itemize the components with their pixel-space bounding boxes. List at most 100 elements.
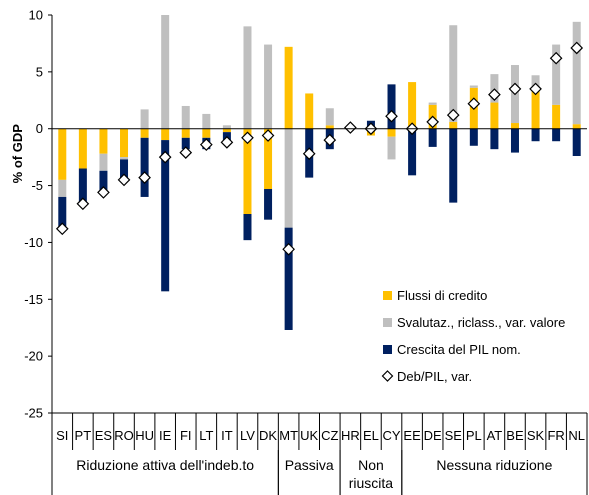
x-tick-label-uk: UK [300, 428, 318, 443]
bar-flussi-di-credito-ro [120, 128, 129, 158]
bar-crescita-del-pil-nom-nl [572, 128, 581, 156]
bar-crescita-del-pil-nom-ee [408, 128, 417, 176]
bar-flussi-di-credito-si [58, 128, 67, 180]
bar-svalutaz-riclass-var-valore-fi [181, 105, 190, 129]
marker-deb-pil-lt [199, 138, 213, 151]
x-tick-label-lt: LT [199, 428, 213, 443]
bar-crescita-del-pil-nom-pt [78, 168, 87, 205]
bar-flussi-di-credito-lv [243, 128, 252, 214]
marker-deb-pil-hu [138, 171, 151, 184]
x-tick-label-mt: MT [279, 428, 298, 443]
bar-crescita-del-pil-nom-hu [140, 137, 149, 197]
marker-deb-pil-lv [241, 131, 254, 145]
bar-crescita-del-pil-nom-fi [181, 137, 190, 150]
bar-svalutaz-riclass-var-valore-dk [264, 44, 273, 129]
marker-deb-pil-de [426, 115, 440, 129]
x-tick-label-el: EL [363, 428, 379, 443]
bar-svalutaz-riclass-var-valore-mt [284, 128, 293, 228]
bar-flussi-di-credito-cy [387, 128, 396, 137]
marker-deb-pil-ie [158, 150, 172, 164]
bar-crescita-del-pil-nom-lv [243, 214, 252, 241]
y-tick-label: 0 [36, 121, 43, 136]
marker-deb-pil-si [55, 222, 69, 236]
axes-layer [48, 14, 588, 495]
x-tick-label-pt: PT [75, 428, 92, 443]
bar-flussi-di-credito-uk [305, 93, 314, 129]
x-tick-label-nl: NL [568, 428, 585, 443]
marker-deb-pil-sk [529, 82, 542, 96]
legend-label-deb-pil-var: Deb/PIL, var. [397, 369, 472, 384]
bar-svalutaz-riclass-var-valore-it [222, 125, 231, 129]
bar-crescita-del-pil-nom-de [428, 128, 437, 147]
bar-flussi-di-credito-ie [161, 128, 170, 141]
bar-crescita-del-pil-nom-cy [387, 84, 396, 129]
x-tick-label-cz: CZ [321, 428, 338, 443]
marker-deb-pil-mt [282, 242, 295, 256]
bar-flussi-di-credito-ee [408, 82, 417, 129]
marker-deb-pil-es [97, 186, 110, 199]
bar-flussi-di-credito-se [449, 121, 458, 129]
bar-flussi-di-credito-be [510, 123, 519, 129]
x-tick-label-it: IT [221, 428, 233, 443]
legend-label-flussi-di-credito: Flussi di credito [397, 288, 487, 303]
bar-svalutaz-riclass-var-valore-lv [243, 26, 252, 129]
legend-swatch-flussi-di-credito [383, 291, 392, 300]
bar-crescita-del-pil-nom-es [99, 170, 108, 192]
bar-svalutaz-riclass-var-valore-es [99, 153, 108, 171]
bar-flussi-di-credito-nl [572, 124, 581, 129]
x-tick-label-sk: SK [527, 428, 545, 443]
marker-deb-pil-cy [385, 109, 398, 123]
x-tick-label-hu: HU [135, 428, 154, 443]
group-label-non-riuscita: riuscita [349, 475, 394, 491]
x-tick-label-at: AT [487, 428, 503, 443]
marker-deb-pil-dk [261, 129, 275, 142]
marker-deb-pil-it [220, 136, 234, 149]
y-tick-label: 5 [36, 64, 43, 79]
marker-deb-pil-pt [76, 197, 90, 211]
x-tick-label-fi: FI [180, 428, 192, 443]
bar-flussi-di-credito-dk [264, 128, 273, 189]
legend-label-crescita-del-pil-nom: Crescita del PIL nom. [397, 342, 521, 357]
y-axis-title: % of GDP [10, 124, 25, 184]
x-tick-label-ie: IE [159, 428, 172, 443]
bar-crescita-del-pil-nom-ro [120, 159, 129, 182]
bar-svalutaz-riclass-var-valore-si [58, 179, 67, 197]
y-tick-label: -15 [24, 292, 43, 307]
bar-flussi-di-credito-at [490, 102, 499, 129]
group-label-passiva: Passiva [285, 457, 334, 473]
y-tick-label: -5 [31, 178, 43, 193]
x-tick-label-de: DE [424, 428, 442, 443]
bar-svalutaz-riclass-var-valore-de [428, 102, 437, 105]
bar-crescita-del-pil-nom-at [490, 128, 499, 150]
x-tick-label-dk: DK [259, 428, 277, 443]
x-tick-label-ro: RO [114, 428, 134, 443]
legend-label-svalutaz-riclass-var-valore: Svalutaz., riclass., var. valore [397, 315, 565, 330]
bar-svalutaz-riclass-var-valore-cz [325, 108, 334, 126]
marker-deb-pil-se [446, 108, 460, 122]
y-tick-label: -10 [24, 235, 43, 250]
x-tick-label-hr: HR [341, 428, 360, 443]
bar-flussi-di-credito-fi [181, 128, 190, 138]
x-tick-label-si: SI [56, 428, 68, 443]
bar-crescita-del-pil-nom-mt [284, 227, 293, 330]
x-tick-label-pl: PL [466, 428, 482, 443]
bar-flussi-di-credito-mt [284, 46, 293, 129]
bar-crescita-del-pil-nom-si [58, 196, 67, 229]
bar-crescita-del-pil-nom-se [449, 128, 458, 203]
bar-flussi-di-credito-lt [202, 128, 211, 138]
bar-flussi-di-credito-cz [325, 125, 334, 129]
marker-deb-pil-uk [302, 147, 316, 161]
x-tick-label-lv: LV [240, 428, 255, 443]
marker-deb-pil-fi [179, 146, 193, 159]
marker-deb-pil-at [488, 88, 501, 101]
y-tick-label: 10 [29, 8, 43, 23]
y-tick-label: -25 [24, 406, 43, 421]
x-tick-label-es: ES [95, 428, 113, 443]
bar-svalutaz-riclass-var-valore-pl [469, 85, 478, 88]
bars-layer [58, 15, 581, 330]
group-label-nessuna-riduzione: Nessuna riduzione [436, 457, 552, 473]
bar-flussi-di-credito-pt [78, 128, 87, 169]
bar-svalutaz-riclass-var-valore-lt [202, 113, 211, 129]
x-tick-label-ee: EE [403, 428, 421, 443]
